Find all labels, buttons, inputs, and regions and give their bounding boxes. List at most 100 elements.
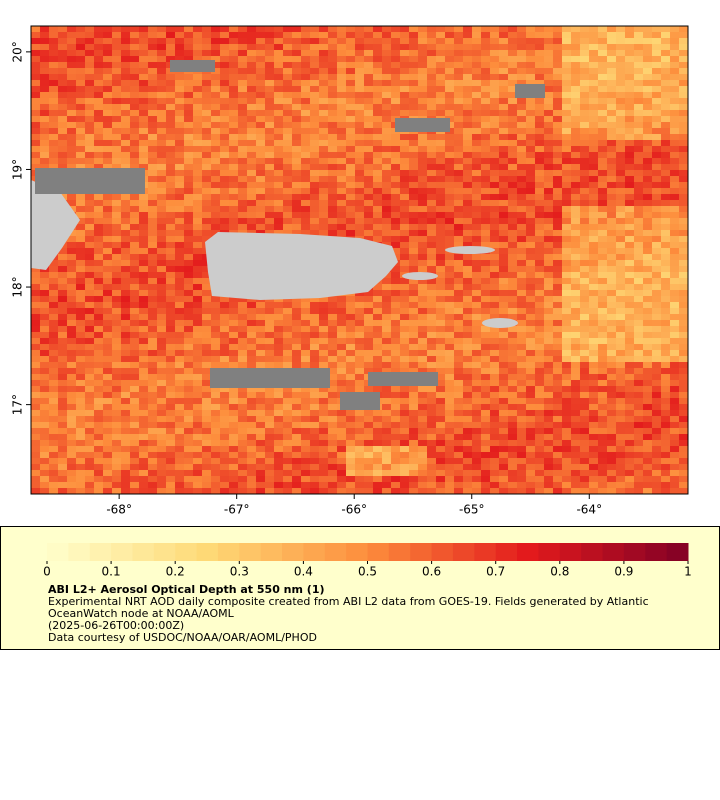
aod-cell — [292, 308, 301, 314]
aod-cell — [436, 110, 445, 116]
aod-cell — [607, 284, 616, 290]
aod-cell — [679, 122, 688, 128]
aod-cell — [121, 86, 130, 92]
aod-cell — [481, 128, 490, 134]
aod-cell — [661, 26, 670, 32]
aod-cell — [634, 338, 643, 344]
aod-cell — [571, 380, 580, 386]
aod-cell — [472, 98, 481, 104]
aod-cell — [49, 278, 58, 284]
aod-cell — [139, 116, 148, 122]
aod-cell — [499, 266, 508, 272]
aod-cell — [445, 80, 454, 86]
aod-cell — [76, 80, 85, 86]
aod-cell — [301, 128, 310, 134]
aod-cell — [346, 218, 355, 224]
aod-cell — [58, 128, 67, 134]
aod-cell — [319, 68, 328, 74]
aod-cell — [652, 26, 661, 32]
aod-cell — [31, 296, 40, 302]
aod-cell — [202, 386, 211, 392]
aod-cell — [598, 176, 607, 182]
aod-cell — [589, 260, 598, 266]
aod-cell — [472, 302, 481, 308]
aod-cell — [400, 254, 409, 260]
aod-cell — [112, 116, 121, 122]
aod-cell — [58, 434, 67, 440]
aod-cell — [409, 422, 418, 428]
aod-cell — [508, 200, 517, 206]
aod-cell — [148, 182, 157, 188]
aod-cell — [67, 422, 76, 428]
aod-cell — [553, 200, 562, 206]
aod-cell — [499, 338, 508, 344]
aod-cell — [256, 212, 265, 218]
aod-cell — [535, 296, 544, 302]
aod-cell — [130, 422, 139, 428]
aod-cell — [247, 104, 256, 110]
aod-cell — [490, 200, 499, 206]
aod-cell — [184, 32, 193, 38]
aod-cell — [517, 272, 526, 278]
aod-cell — [256, 62, 265, 68]
aod-cell — [499, 380, 508, 386]
aod-cell — [292, 44, 301, 50]
aod-cell — [319, 428, 328, 434]
aod-cell — [31, 374, 40, 380]
aod-cell — [670, 116, 679, 122]
aod-cell — [382, 92, 391, 98]
aod-cell — [472, 314, 481, 320]
aod-cell — [238, 224, 247, 230]
aod-cell — [472, 332, 481, 338]
aod-cell — [166, 134, 175, 140]
aod-cell — [508, 284, 517, 290]
aod-cell — [139, 218, 148, 224]
aod-cell — [301, 422, 310, 428]
aod-cell — [193, 290, 202, 296]
aod-cell — [409, 44, 418, 50]
aod-cell — [346, 356, 355, 362]
aod-cell — [661, 386, 670, 392]
aod-cell — [202, 302, 211, 308]
aod-cell — [535, 242, 544, 248]
aod-cell — [58, 248, 67, 254]
aod-cell — [283, 38, 292, 44]
aod-cell — [625, 224, 634, 230]
aod-cell — [517, 128, 526, 134]
aod-cell — [184, 176, 193, 182]
aod-cell — [292, 56, 301, 62]
aod-cell — [436, 158, 445, 164]
aod-cell — [472, 272, 481, 278]
aod-cell — [652, 362, 661, 368]
aod-cell — [148, 266, 157, 272]
aod-cell — [346, 110, 355, 116]
aod-cell — [76, 224, 85, 230]
aod-cell — [463, 290, 472, 296]
aod-cell — [553, 272, 562, 278]
aod-cell — [652, 98, 661, 104]
aod-cell — [175, 374, 184, 380]
aod-cell — [571, 308, 580, 314]
aod-cell — [364, 206, 373, 212]
aod-cell — [175, 308, 184, 314]
aod-cell — [67, 194, 76, 200]
aod-cell — [490, 338, 499, 344]
aod-cell — [670, 44, 679, 50]
aod-cell — [580, 116, 589, 122]
aod-cell — [481, 74, 490, 80]
aod-cell — [526, 308, 535, 314]
aod-cell — [346, 140, 355, 146]
aod-cell — [490, 110, 499, 116]
aod-cell — [49, 404, 58, 410]
aod-cell — [661, 176, 670, 182]
aod-cell — [391, 50, 400, 56]
aod-cell — [292, 344, 301, 350]
aod-cell — [319, 422, 328, 428]
aod-cell — [85, 320, 94, 326]
aod-cell — [85, 266, 94, 272]
aod-cell — [58, 92, 67, 98]
aod-cell — [373, 170, 382, 176]
aod-cell — [661, 224, 670, 230]
aod-cell — [328, 164, 337, 170]
aod-cell — [391, 164, 400, 170]
